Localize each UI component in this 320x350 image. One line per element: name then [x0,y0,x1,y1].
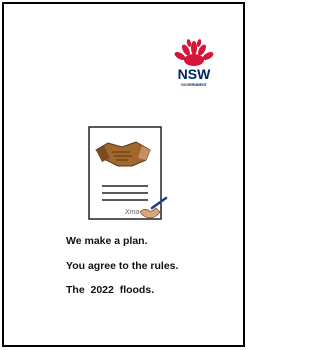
agreement-illustration: Xma [89,127,166,219]
text-line: The 2022 floods. [66,284,154,296]
text-line: We make a plan. [66,235,148,247]
logo-subtitle: GOVERNMENT [181,83,208,87]
logo-name: NSW [178,66,211,82]
text-line: You agree to the rules. [66,260,178,272]
svg-text:Xma: Xma [124,209,140,216]
page-canvas: NSW GOVERNMENT Xma We make a plan. You a… [0,0,248,350]
page: NSW GOVERNMENT Xma We make a plan. You a… [0,0,248,350]
